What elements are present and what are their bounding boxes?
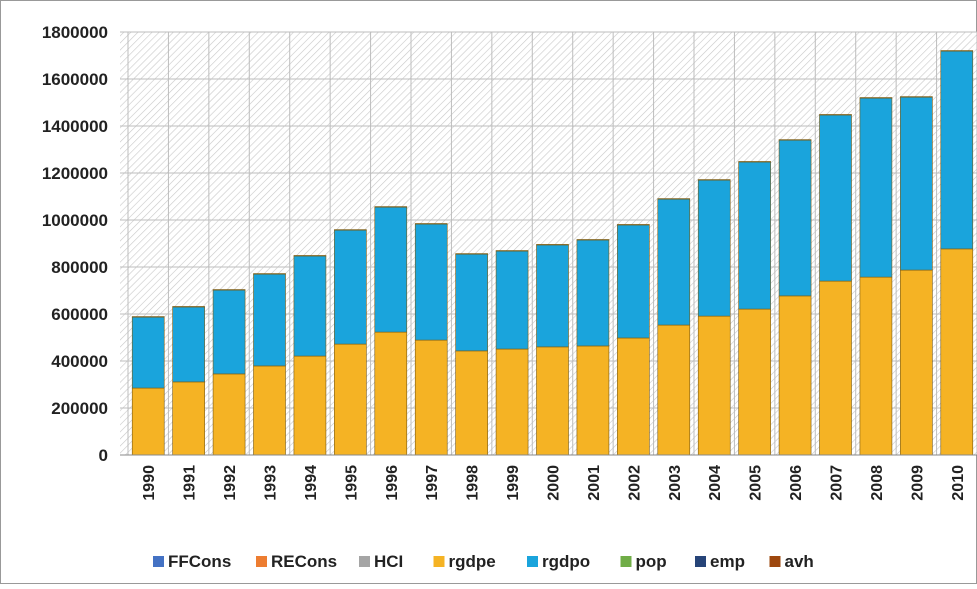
bar-segment (900, 97, 932, 270)
bar-segment (496, 251, 528, 349)
bar-segment (698, 180, 730, 316)
y-tick-label: 800000 (51, 258, 108, 277)
x-tick-label: 2002 (626, 465, 643, 501)
legend-label: avh (785, 552, 814, 571)
legend-label: rgdpo (542, 552, 590, 571)
x-tick-label: 2010 (950, 465, 967, 501)
bar-segment (213, 290, 245, 374)
bar-segment (779, 296, 811, 455)
bar-segment (820, 115, 852, 281)
bar-segment (739, 309, 771, 455)
bar-segment (294, 256, 326, 356)
legend-swatch (256, 556, 267, 567)
bar-segment (941, 51, 973, 249)
bar-segment (860, 277, 892, 455)
x-tick-label: 2009 (909, 465, 926, 501)
x-tick-label: 1992 (222, 465, 239, 501)
bar-segment (698, 316, 730, 455)
legend-swatch (621, 556, 632, 567)
bar-segment (213, 374, 245, 455)
bar-segment (658, 199, 690, 325)
y-tick-label: 1800000 (42, 23, 108, 42)
legend-label: pop (636, 552, 667, 571)
y-tick-label: 1400000 (42, 117, 108, 136)
x-tick-label: 1996 (384, 465, 401, 501)
legend-swatch (527, 556, 538, 567)
y-tick-label: 0 (99, 446, 108, 465)
bar-segment (820, 281, 852, 455)
y-tick-label: 400000 (51, 352, 108, 371)
bar-segment (537, 347, 569, 455)
bar-segment (132, 317, 164, 388)
bar-segment (375, 207, 407, 332)
x-tick-label: 2001 (586, 465, 603, 501)
bar-segment (415, 340, 447, 455)
x-tick-label: 2004 (707, 465, 724, 501)
bar-segment (577, 240, 609, 346)
x-tick-label: 1994 (303, 465, 320, 501)
legend-swatch (359, 556, 370, 567)
bar-segment (456, 254, 488, 351)
y-tick-label: 1600000 (42, 70, 108, 89)
x-tick-label: 2006 (788, 465, 805, 501)
x-tick-label: 2007 (829, 465, 846, 501)
y-tick-label: 200000 (51, 399, 108, 418)
x-tick-label: 2008 (869, 465, 886, 501)
bar-segment (617, 338, 649, 455)
bar-segment (334, 230, 366, 344)
y-tick-label: 1000000 (42, 211, 108, 230)
x-tick-label: 2003 (667, 465, 684, 501)
bar-segment (617, 225, 649, 338)
bar-segment (415, 224, 447, 340)
bar-segment (577, 346, 609, 455)
x-tick-label: 1991 (182, 465, 199, 501)
bar-segment (779, 140, 811, 296)
x-tick-label: 1997 (424, 465, 441, 501)
bar-segment (537, 245, 569, 347)
bar-segment (173, 307, 205, 382)
x-tick-label: 2000 (546, 465, 563, 501)
bar-segment (941, 249, 973, 455)
x-tick-label: 1998 (465, 465, 482, 501)
legend-label: HCI (374, 552, 403, 571)
legend-label: FFCons (168, 552, 231, 571)
bar-segment (900, 270, 932, 455)
x-tick-label: 1999 (505, 465, 522, 501)
legend-label: emp (710, 552, 745, 571)
y-tick-label: 1200000 (42, 164, 108, 183)
legend-swatch (434, 556, 445, 567)
bar-segment (456, 351, 488, 455)
legend-swatch (153, 556, 164, 567)
bar-segment (294, 356, 326, 455)
bar-segment (334, 344, 366, 455)
x-tick-label: 1993 (263, 465, 280, 501)
bar-segment (375, 332, 407, 455)
bar-segment (658, 325, 690, 455)
legend-swatch (695, 556, 706, 567)
bar-segment (254, 366, 286, 455)
legend-label: RECons (271, 552, 337, 571)
legend-label: rgdpe (449, 552, 496, 571)
y-tick-label: 600000 (51, 305, 108, 324)
bar-segment (860, 98, 892, 277)
x-tick-label: 2005 (748, 465, 765, 501)
bar-segment (496, 349, 528, 455)
legend-swatch (770, 556, 781, 567)
x-tick-label: 1995 (343, 465, 360, 501)
bar-segment (132, 388, 164, 455)
x-tick-label: 1990 (141, 465, 158, 501)
bar-segment (739, 162, 771, 309)
bar-segment (254, 274, 286, 366)
bar-segment (173, 382, 205, 455)
